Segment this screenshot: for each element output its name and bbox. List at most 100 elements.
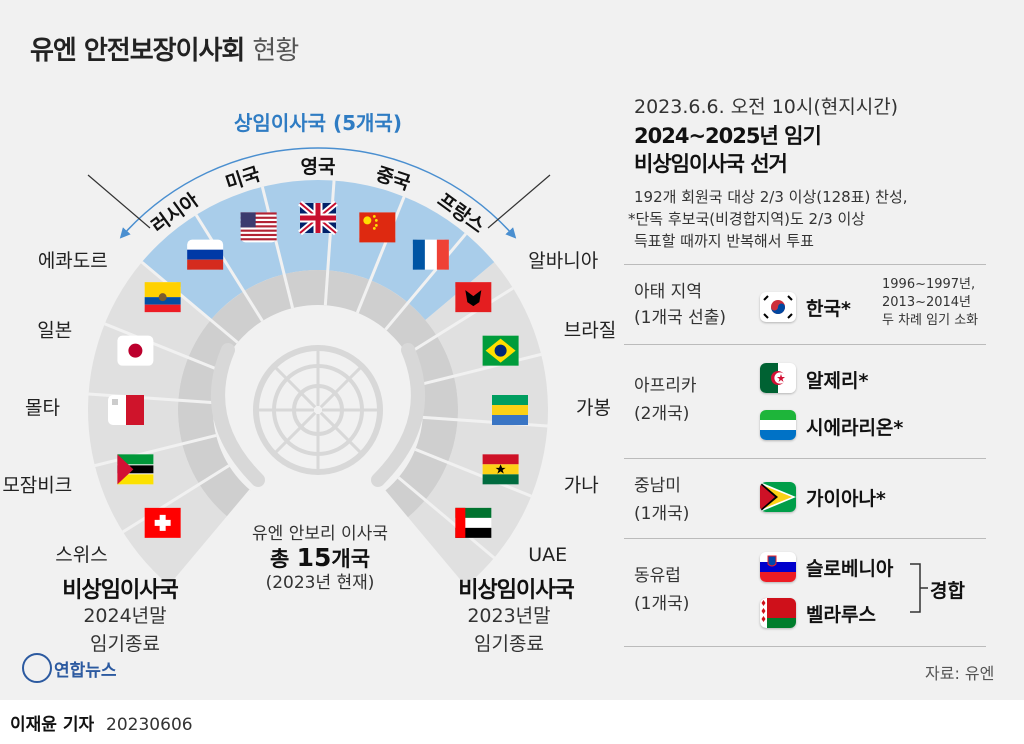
stripe <box>412 239 425 270</box>
right-member-ghana: 가나 <box>564 474 599 496</box>
flag-korea-icon <box>760 292 796 322</box>
divider <box>624 344 986 345</box>
yonhap-logo-icon <box>22 653 52 683</box>
contest-tag: 경합 <box>930 580 965 602</box>
candidate-sierra-leone: 시에라리온* <box>806 417 904 439</box>
olive-branch-right <box>371 343 425 487</box>
star <box>372 226 376 230</box>
stripe <box>492 395 528 405</box>
permanent-members-label: 상임이사국 (5개국) <box>234 111 402 135</box>
seat-divider <box>406 286 514 356</box>
field <box>359 212 396 243</box>
canton <box>240 212 256 228</box>
right-group-term: 2023년말 임기종료 <box>424 602 594 658</box>
emblem-meridian <box>273 365 317 409</box>
center-line1: 유엔 안보리 이사국 <box>252 524 388 544</box>
region-asia-name: 아태 지역 <box>634 282 702 302</box>
brazil-flag-icon <box>482 335 519 366</box>
mozambique-flag-icon <box>117 454 154 485</box>
permanent-arc-arrow <box>119 147 517 239</box>
stripe <box>117 465 154 474</box>
left-member-switzerland: 스위스 <box>55 544 107 566</box>
center-total: 총 15개국 <box>225 545 415 571</box>
divider <box>624 646 986 647</box>
election-title2: 비상임이사국 선거 <box>634 152 788 176</box>
permanent-member-uk: 영국 <box>301 156 336 178</box>
right-member-albania: 알바니아 <box>528 250 598 272</box>
candidate-belarus: 벨라루스 <box>806 604 876 626</box>
right-member-gabon: 가봉 <box>576 397 611 419</box>
flag-sierra-leone-icon <box>760 410 796 440</box>
seat-divider <box>384 232 467 331</box>
seat-divider <box>355 196 406 314</box>
election-title1: 2024~2025년 임기 <box>634 124 822 148</box>
half <box>126 395 144 425</box>
japan-flag-icon <box>117 335 154 366</box>
stripe <box>482 474 519 485</box>
star <box>495 464 506 474</box>
region-africa-count: (2개국) <box>634 404 690 424</box>
region-africa-name: 아프리카 <box>634 376 697 396</box>
russia-flag-icon <box>187 239 224 270</box>
right-group-line1: 2023년말 <box>467 605 551 627</box>
region-latam-name: 중남미 <box>634 476 681 496</box>
footer: 이재윤 기자 20230606 <box>10 710 193 735</box>
election-note2: *단독 후보국(비경합지역)도 2/3 이상 <box>628 210 866 228</box>
stripe <box>117 454 154 465</box>
left-group-line2: 임기종료 <box>90 633 160 655</box>
star <box>374 218 378 222</box>
election-note1: 192개 회원국 대상 2/3 이상(128표) 찬성, <box>634 188 908 206</box>
star <box>363 216 372 225</box>
uk-flag-icon <box>298 200 338 236</box>
band <box>455 507 466 538</box>
uae-flag-icon <box>455 507 492 538</box>
title-sub: 현황 <box>252 36 299 66</box>
region-asia-count: (1개국 선출) <box>634 308 727 328</box>
globe <box>494 344 507 357</box>
korea-note-3: 두 차례 임기 소화 <box>882 313 979 328</box>
left-member-ecuador: 에콰도르 <box>38 250 108 272</box>
flag-guyana-icon <box>760 482 796 512</box>
cross <box>300 203 336 233</box>
seat-divider <box>414 447 532 498</box>
sun <box>128 343 143 358</box>
stripe <box>240 238 277 241</box>
stripe <box>144 282 181 298</box>
stripe <box>455 527 492 538</box>
right-member-brazil: 브라질 <box>564 320 616 342</box>
seat-divider <box>88 392 214 405</box>
reporter-name: 이재윤 기자 <box>10 715 95 735</box>
region-latam-count: (1개국) <box>634 504 690 524</box>
stripe <box>240 225 277 228</box>
inner-band <box>178 270 459 518</box>
stripe <box>436 239 449 270</box>
divider <box>624 538 986 539</box>
stripe <box>240 212 277 215</box>
george-cross <box>112 399 118 405</box>
star <box>372 214 376 218</box>
stripe <box>482 454 519 465</box>
seat-divider <box>104 322 222 373</box>
star <box>374 223 378 227</box>
korea-note: 1996~1997년, 2013~2014년 두 차례 임기 소화 <box>882 276 978 330</box>
usa-flag-icon <box>240 212 277 243</box>
stripe <box>455 507 492 518</box>
left-group-title: 비상임이사국 <box>62 578 178 603</box>
seat-divider <box>397 476 496 559</box>
stripe <box>240 233 277 237</box>
france-flag-icon <box>412 239 449 270</box>
region-easteurope-name: 동유럽 <box>634 566 681 586</box>
eagle <box>465 290 482 307</box>
seat-divider <box>323 180 336 306</box>
seat-rings <box>87 180 548 588</box>
center-caption: 유엔 안보리 이사국 총 15개국 (2023년 현재) <box>225 522 415 595</box>
center-total-suffix: 개국 <box>331 547 371 571</box>
ecuador-flag-icon <box>144 282 181 313</box>
region-easteurope-count: (1개국) <box>634 594 690 614</box>
seat-divider <box>169 489 252 588</box>
cross <box>154 514 171 531</box>
stripe <box>492 415 528 425</box>
candidate-guyana: 가이아나* <box>806 488 886 510</box>
right-group-title: 비상임이사국 <box>458 578 574 603</box>
